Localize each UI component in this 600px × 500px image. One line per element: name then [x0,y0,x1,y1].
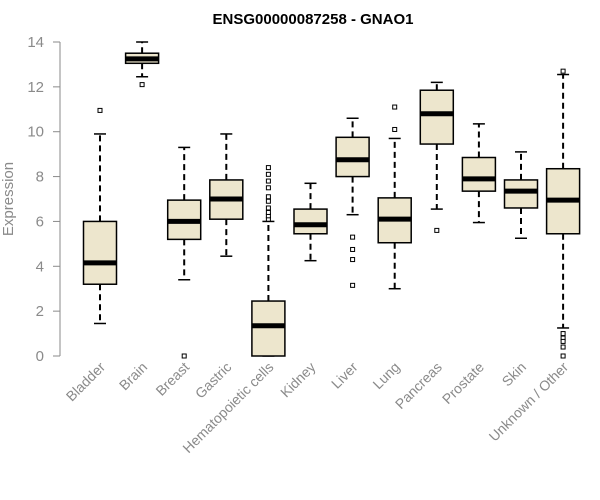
y-tick-label: 10 [27,124,44,141]
y-tick-label: 12 [27,79,44,96]
box-bladder [82,107,118,325]
box-iqr [251,300,286,357]
x-tick-label: Unknown / Other [486,359,572,445]
outlier-point [350,246,356,252]
box-brain [124,41,160,88]
x-tick-label: Prostate [439,359,487,407]
y-axis-label: Expression [0,162,17,236]
box-skin [503,151,539,239]
box-liver [335,117,370,288]
outlier-point [560,344,566,350]
outlier-point [265,165,271,171]
box-prostate [461,123,497,224]
box-iqr [335,136,370,178]
y-tick-label: 14 [27,34,44,51]
outlier-point [181,353,187,359]
box-gastric [209,133,244,257]
box-unknown-other [545,68,581,359]
outlier-point [265,185,271,191]
x-tick-label: Bladder [63,359,109,405]
outlier-point [139,82,145,88]
outlier-point [265,205,271,211]
outlier-point [265,178,271,184]
box-hematopoietic-cells [251,165,286,357]
box-iqr [419,89,455,145]
y-ticks: 0 2 4 6 8 10 12 14 [27,34,60,365]
outlier-point [350,234,356,240]
y-tick-label: 2 [36,303,44,320]
outlier-point [560,331,566,337]
outlier-point [392,104,398,110]
box-iqr [82,220,118,285]
outlier-point [434,227,440,233]
outlier-point [392,126,398,132]
boxes [82,41,581,359]
outlier-point [265,209,271,215]
outlier-point [560,68,566,74]
outlier-point [350,257,356,263]
box-pancreas [419,81,455,233]
box-kidney [293,182,328,262]
y-tick-label: 6 [36,213,44,230]
box-iqr [461,156,497,192]
x-tick-label: Brain [116,359,150,393]
x-tick-label: Skin [499,359,530,390]
x-tick-label: Breast [152,359,192,399]
y-tick-label: 0 [36,348,44,365]
box-lung [377,104,412,290]
y-tick-label: 8 [36,169,44,186]
x-tick-label: Lung [369,359,402,392]
chart-title: ENSG00000087258 - GNAO1 [213,11,414,28]
box-breast [166,146,202,359]
x-tick-label: Pancreas [392,359,445,412]
y-tick-label: 4 [36,258,44,275]
outlier-point [560,338,566,344]
outlier-point [97,107,103,113]
outlier-point [265,171,271,177]
outlier-point [350,282,356,288]
x-tick-label: Kidney [277,359,319,401]
x-tick-label: Liver [328,359,361,392]
box-iqr [293,208,328,235]
outlier-point [265,194,271,200]
box-iqr [503,179,539,209]
outlier-point [560,353,566,359]
outlier-point [265,198,271,204]
